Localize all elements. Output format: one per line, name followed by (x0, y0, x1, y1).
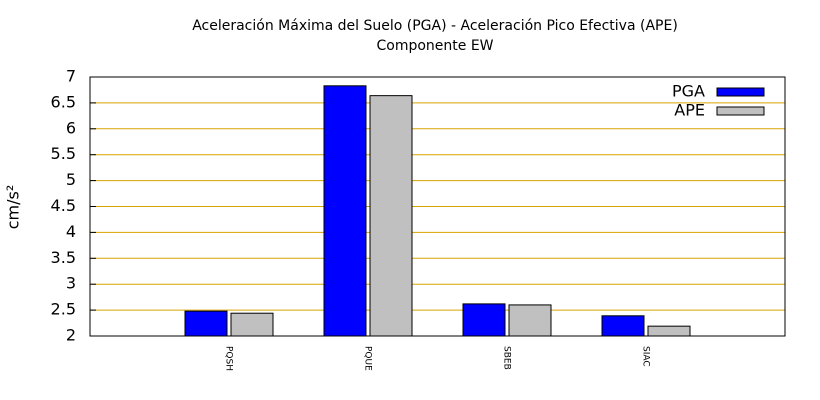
chart-subtitle: Componente EW (376, 38, 493, 54)
bar (323, 85, 367, 337)
legend-swatch (716, 87, 765, 97)
bar (601, 315, 645, 337)
x-tick-label: PQUE (363, 346, 373, 371)
y-tick-label: 4.5 (51, 196, 76, 215)
y-tick-label: 5.5 (51, 144, 76, 163)
x-tick-label: PQSH (224, 346, 234, 371)
y-tick-label: 3 (66, 274, 76, 293)
bar (184, 310, 228, 337)
plot-frame (89, 76, 786, 337)
y-tick-label: 5 (66, 170, 76, 189)
bar (647, 325, 691, 337)
x-tick-label: SBEB (502, 346, 512, 370)
y-tick-label: 4 (66, 222, 76, 241)
y-tick-label: 3.5 (51, 248, 76, 267)
legend-label: PGA (672, 82, 705, 101)
y-tick-label: 6 (66, 118, 76, 137)
y-tick-label: 2.5 (51, 300, 76, 319)
legend-label: APE (674, 101, 705, 120)
bar (508, 304, 552, 337)
legend-swatch (716, 106, 765, 116)
bar (230, 312, 274, 337)
y-axis-label: cm/s² (4, 185, 23, 230)
y-tick-label: 2 (66, 326, 76, 345)
y-tick-label: 7 (66, 67, 76, 86)
bar (369, 95, 413, 337)
bar (462, 303, 506, 337)
chart-title: Aceleración Máxima del Suelo (PGA) - Ace… (192, 18, 678, 34)
x-tick-label: SIAC (641, 346, 651, 367)
y-tick-label: 6.5 (51, 92, 76, 111)
